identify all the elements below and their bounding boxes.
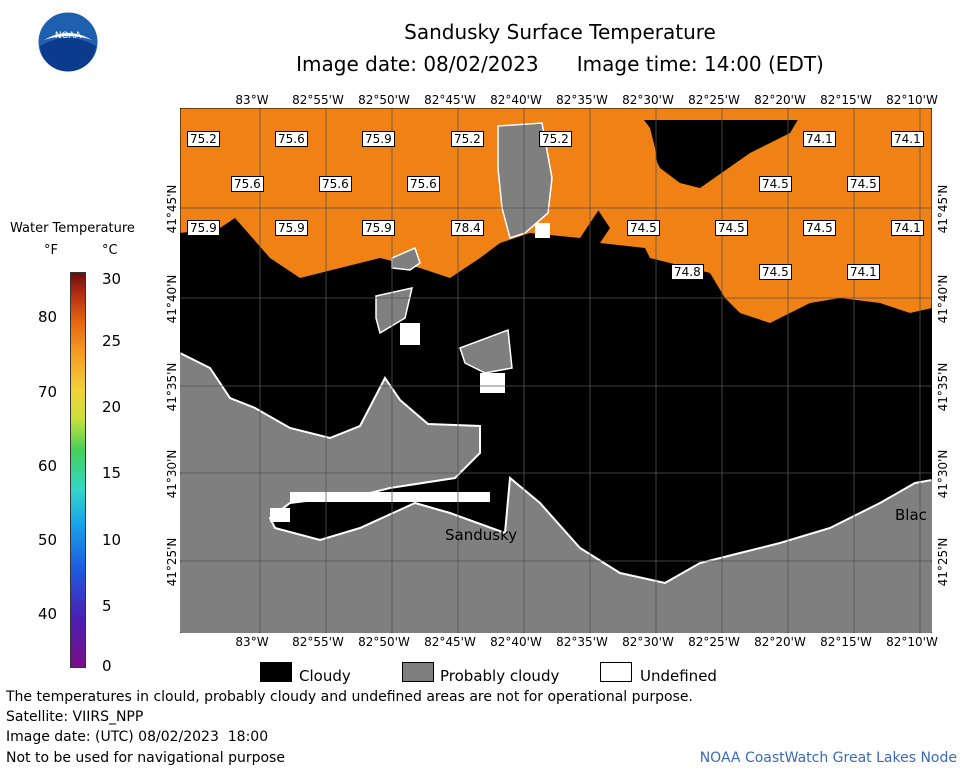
temp-label: 75.9	[362, 131, 395, 147]
noaa-logo-icon: NOAA	[37, 11, 99, 73]
key-undefined-label: Undefined	[640, 667, 717, 685]
temperature-map	[180, 108, 932, 633]
lat-label: 41°25'N	[165, 537, 179, 587]
f-tick: 60	[38, 457, 58, 475]
lon-label: 83°W	[235, 93, 269, 107]
c-tick: 0	[102, 657, 112, 675]
key-probably-cloudy-label: Probably cloudy	[440, 667, 560, 685]
lat-label: 41°35'N	[936, 362, 950, 412]
temp-label: 75.2	[451, 131, 484, 147]
probably-cloudy-area	[459, 328, 513, 374]
f-tick: 40	[38, 605, 58, 623]
lat-label: 41°40'N	[936, 274, 950, 324]
lon-label: 82°20'W	[754, 93, 806, 107]
lat-label: 41°40'N	[165, 274, 179, 324]
c-tick: 20	[102, 398, 122, 416]
lat-label: 41°35'N	[165, 362, 179, 412]
temp-label: 74.1	[847, 264, 880, 280]
lon-label: 82°20'W	[754, 635, 806, 649]
temp-label: 74.5	[847, 176, 880, 192]
temp-label: 75.9	[187, 220, 220, 236]
land-area	[180, 351, 932, 633]
temp-label: 74.5	[803, 220, 836, 236]
lon-label: 82°40'W	[490, 635, 542, 649]
logo-text: NOAA	[55, 31, 82, 41]
temp-label: 74.1	[803, 131, 836, 147]
footer-nav-warning: Not to be used for navigational purpose	[6, 750, 285, 766]
legend-unit-c: °C	[102, 243, 118, 258]
temperature-colorbar	[70, 272, 86, 668]
lat-label: 41°25'N	[936, 537, 950, 587]
temp-label: 74.1	[891, 131, 924, 147]
lat-label: 41°45'N	[165, 184, 179, 234]
image-date-time: Image date: 08/02/2023 Image time: 14:00…	[296, 52, 824, 76]
lon-label: 82°10'W	[886, 635, 938, 649]
temp-label: 78.4	[451, 220, 484, 236]
lon-label: 82°45'W	[424, 635, 476, 649]
c-tick: 25	[102, 332, 122, 350]
temp-label: 74.5	[627, 220, 660, 236]
temp-label: 75.9	[362, 220, 395, 236]
lon-label: 82°55'W	[292, 93, 344, 107]
temp-label: 74.1	[891, 220, 924, 236]
lon-label: 82°30'W	[622, 635, 674, 649]
temp-label: 74.5	[715, 220, 748, 236]
lon-label: 82°10'W	[886, 93, 938, 107]
lon-label: 82°15'W	[820, 635, 872, 649]
temp-label: 74.8	[671, 264, 704, 280]
undefined-area	[270, 223, 550, 522]
lon-label: 82°50'W	[358, 93, 410, 107]
key-cloudy-label: Cloudy	[299, 667, 351, 685]
footer-utc-date: Image date: (UTC) 08/02/2023 18:00	[6, 729, 269, 745]
lon-label: 82°15'W	[820, 93, 872, 107]
temp-label: 75.6	[319, 176, 352, 192]
place-label-sandusky: Sandusky	[445, 526, 518, 544]
temp-label: 75.2	[187, 131, 220, 147]
lon-label: 82°30'W	[622, 93, 674, 107]
place-label-black: Blac	[895, 506, 927, 524]
graticule	[180, 108, 932, 633]
c-tick: 15	[102, 464, 122, 482]
temp-label: 75.6	[275, 131, 308, 147]
lon-label: 82°35'W	[556, 635, 608, 649]
temp-label: 74.5	[759, 176, 792, 192]
lon-label: 82°50'W	[358, 635, 410, 649]
temp-label: 75.6	[231, 176, 264, 192]
lon-label: 83°W	[235, 635, 269, 649]
key-cloudy-swatch	[260, 662, 292, 682]
lon-label: 82°45'W	[424, 93, 476, 107]
footer-note: The temperatures in clould, probably clo…	[6, 689, 693, 705]
lat-label: 41°30'N	[165, 449, 179, 499]
c-tick: 5	[102, 597, 112, 615]
lon-label: 82°55'W	[292, 635, 344, 649]
c-tick: 30	[102, 270, 122, 288]
lon-label: 82°25'W	[688, 93, 740, 107]
page-title: Sandusky Surface Temperature	[404, 20, 716, 44]
temp-label: 75.9	[275, 220, 308, 236]
lat-label: 41°45'N	[936, 184, 950, 234]
key-probably-cloudy-swatch	[402, 662, 434, 682]
lon-label: 82°35'W	[556, 93, 608, 107]
water-area	[585, 108, 932, 323]
probably-cloudy-area	[375, 287, 414, 335]
temp-label: 74.5	[759, 264, 792, 280]
lat-label: 41°30'N	[936, 449, 950, 499]
footer-credit: NOAA CoastWatch Great Lakes Node	[699, 750, 957, 766]
legend-unit-f: °F	[44, 243, 58, 258]
f-tick: 70	[38, 383, 58, 401]
c-tick: 10	[102, 531, 122, 549]
lon-label: 82°40'W	[490, 93, 542, 107]
temp-label: 75.2	[539, 131, 572, 147]
f-tick: 50	[38, 531, 58, 549]
legend-title: Water Temperature	[10, 221, 135, 236]
f-tick: 80	[38, 308, 58, 326]
temp-label: 75.6	[407, 176, 440, 192]
footer-satellite: Satellite: VIIRS_NPP	[6, 709, 144, 725]
water-area	[635, 108, 805, 120]
key-undefined-swatch	[600, 662, 632, 682]
lon-label: 82°25'W	[688, 635, 740, 649]
